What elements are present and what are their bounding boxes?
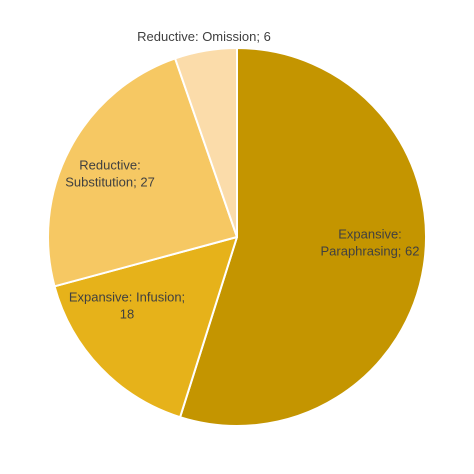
pie-slice-expansive-paraphrasing — [179, 47, 428, 427]
data-label-line: Paraphrasing; 62 — [320, 244, 419, 259]
pie-slice-expansive-infusion — [53, 236, 238, 419]
pie-labels: Expansive: Paraphrasing; 62 Expansive: Inf… — [65, 29, 419, 322]
data-label-line: Substitution; 27 — [65, 175, 155, 190]
pie-slice-reductive-omission — [174, 47, 238, 238]
data-label-expansive-paraphrasing: Expansive: Paraphrasing; 62 — [320, 227, 419, 259]
data-label-line: Expansive: — [338, 227, 402, 242]
pie-slices — [47, 47, 428, 427]
data-label-line: Reductive: Omission; 6 — [137, 29, 271, 44]
data-label-expansive-infusion: Expansive: Infusion; 18 — [69, 290, 185, 322]
data-label-line: Expansive: Infusion; — [69, 290, 185, 305]
pie-slice-reductive-substitution — [47, 57, 238, 288]
data-label-line: Reductive: — [79, 158, 140, 173]
data-label-line: 18 — [120, 307, 134, 322]
data-label-reductive-omission: Reductive: Omission; 6 — [137, 29, 271, 44]
data-label-reductive-substitution: Reductive: Substitution; 27 — [65, 158, 155, 190]
